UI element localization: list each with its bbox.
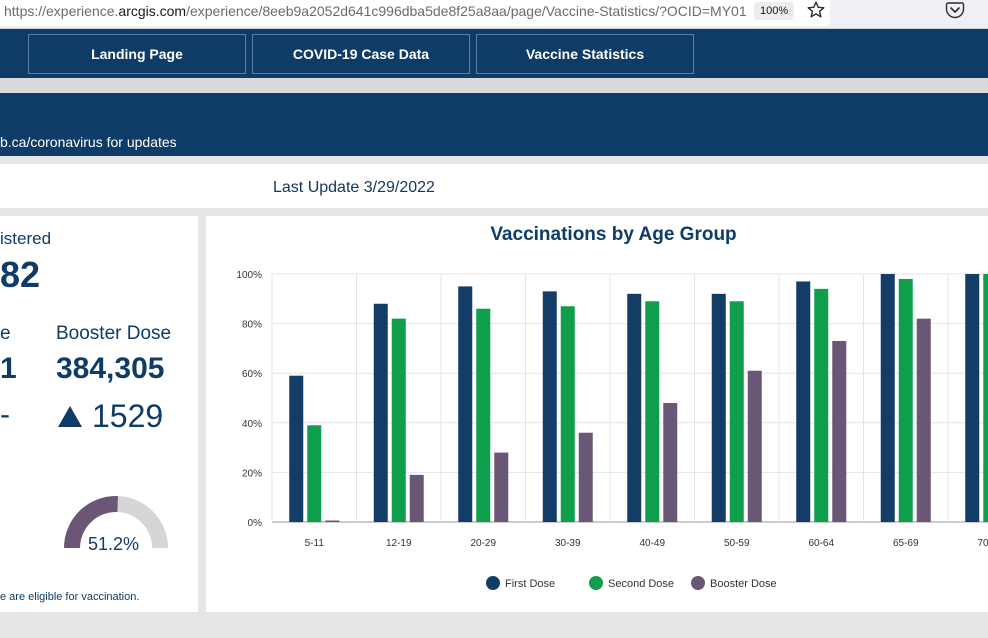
legend-marker	[589, 576, 603, 590]
url-host: arcgis.com	[118, 3, 187, 19]
summary-panel: istered 82 e Booster Dose 1 384,305 - 15…	[0, 216, 198, 612]
x-tick-label: 65-69	[893, 538, 919, 549]
up-triangle-icon	[58, 406, 82, 427]
legend-label: First Dose	[505, 578, 555, 590]
chart-title: Vaccinations by Age Group	[490, 224, 737, 245]
chart-bar	[578, 432, 593, 522]
chart-bar	[663, 402, 678, 522]
url-path: /experience/8eeb9a2052d641c996dba5de8f25…	[186, 3, 746, 19]
y-tick-label: 100%	[236, 270, 262, 281]
y-tick-label: 40%	[242, 419, 262, 430]
chart-bar	[560, 306, 575, 522]
chart-bar	[832, 340, 847, 522]
legend-label: Booster Dose	[710, 578, 777, 590]
chart-bar	[711, 293, 726, 522]
administered-label: istered	[0, 229, 52, 248]
top-navigation: Landing Page COVID-19 Case Data Vaccine …	[0, 29, 988, 78]
chart-bar	[391, 318, 406, 522]
last-update-bar: Last Update 3/29/2022	[0, 164, 988, 208]
chart-bar	[796, 281, 811, 522]
divider	[0, 78, 988, 93]
vaccinations-chart: 0% 20% 40% 60% 80% 100% 5-11 12-19 20-29 30-39 40-…	[236, 270, 988, 590]
chart-bar	[645, 301, 660, 522]
y-tick-label: 60%	[242, 369, 262, 380]
url-text[interactable]: https://experience.arcgis.com/experience…	[4, 3, 746, 19]
y-tick-label: 0%	[248, 518, 263, 529]
second-dose-change: -	[0, 398, 10, 431]
more-options-icon[interactable]: ⋮	[982, 115, 988, 135]
y-tick-label: 20%	[242, 468, 262, 479]
chart-bar	[307, 425, 322, 522]
chart-bar	[289, 375, 304, 522]
chart-bar	[627, 293, 642, 522]
booster-change-value: 1529	[92, 398, 164, 434]
last-update-text: Last Update 3/29/2022	[273, 179, 435, 196]
nav-vaccine-statistics[interactable]: Vaccine Statistics	[476, 34, 694, 74]
booster-change: 1529	[58, 398, 163, 435]
url-prefix: https://experience.	[4, 3, 119, 19]
booster-dose-label: Booster Dose	[56, 323, 172, 344]
chart-bar	[898, 278, 913, 522]
chart-bar	[747, 370, 762, 522]
browser-toolbar: https://experience.arcgis.com/experience…	[0, 0, 988, 29]
chart-bar	[880, 274, 895, 522]
chart-bar	[325, 520, 340, 522]
legend-marker	[691, 576, 705, 590]
chart-bar	[409, 474, 424, 522]
y-tick-label: 80%	[242, 320, 262, 331]
chart-bar	[916, 318, 931, 522]
chart-bar	[373, 303, 388, 522]
x-tick-label: 20-29	[470, 538, 496, 549]
banner-text: b.ca/coronavirus for updates	[0, 134, 177, 150]
address-bar[interactable]: https://experience.arcgis.com/experience…	[0, 0, 830, 26]
x-tick-label: 5-11	[305, 538, 325, 549]
chart-bar	[458, 286, 473, 522]
x-tick-label: 50-59	[724, 538, 750, 549]
x-tick-label: 12-19	[386, 538, 412, 549]
chart-bar	[542, 291, 557, 522]
zoom-level-button[interactable]: 100%	[754, 2, 795, 20]
x-tick-label: 60-64	[808, 538, 834, 549]
second-dose-value: 1	[0, 352, 17, 385]
booster-dose-value: 384,305	[56, 352, 165, 385]
legend-marker	[486, 576, 500, 590]
nav-covid-case-data[interactable]: COVID-19 Case Data	[252, 34, 470, 74]
chart-bar	[476, 308, 491, 522]
x-tick-label: 30-39	[555, 538, 581, 549]
bookmark-star-icon[interactable]	[806, 0, 826, 20]
x-tick-label: 40-49	[639, 538, 665, 549]
gauge-fill	[64, 496, 118, 549]
eligibility-footnote: e are eligible for vaccination.	[0, 591, 140, 603]
chart-bar	[814, 288, 829, 522]
pocket-icon[interactable]	[944, 0, 966, 20]
chart-bar	[494, 452, 509, 522]
gauge-percent-label: 51.2%	[88, 534, 140, 554]
legend-label: Second Dose	[608, 578, 674, 590]
nav-landing-page[interactable]: Landing Page	[28, 34, 246, 74]
chart-bar	[965, 274, 980, 522]
administered-value: 82	[0, 254, 41, 295]
age-group-chart-panel: 0% 20% 40% 60% 80% 100% 5-11 12-19 20-29 30-39 40-…	[206, 216, 988, 612]
eligibility-gauge	[64, 496, 168, 549]
chart-bar	[983, 274, 988, 522]
x-tick-label: 70-74	[977, 538, 988, 549]
info-banner: b.ca/coronavirus for updates ⋮	[0, 93, 988, 156]
page-bottom	[0, 612, 988, 638]
chart-bar	[729, 301, 744, 522]
second-dose-label: e	[0, 323, 11, 344]
